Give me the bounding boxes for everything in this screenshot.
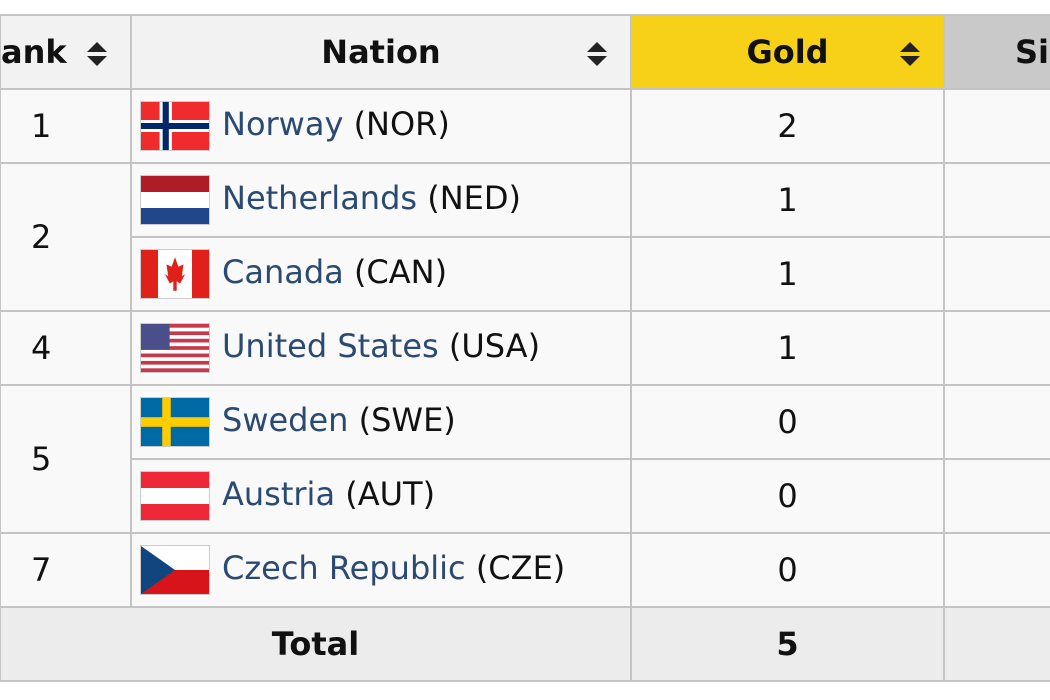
header-text: Si [1015, 33, 1050, 71]
silver [943, 532, 1050, 608]
rank-header[interactable]: ank [0, 14, 132, 90]
rank: 7 [0, 532, 132, 608]
code: (NED) [427, 179, 521, 217]
total-row: Total 5 [0, 606, 1050, 682]
flag [140, 249, 210, 299]
gold: 1 [630, 162, 945, 238]
flag [140, 175, 210, 225]
sort-icon[interactable] [899, 40, 921, 68]
total-label: Total [0, 606, 632, 682]
nation-link[interactable]: Canada [222, 253, 344, 291]
nation-link[interactable]: Sweden [222, 401, 349, 439]
nation: Canada (CAN) [130, 236, 632, 312]
silver [943, 384, 1050, 460]
nation-link[interactable]: Austria [222, 475, 336, 513]
row: Canada (CAN) 1 [0, 236, 1050, 312]
gold: 2 [630, 88, 945, 164]
nation: Netherlands (NED) [130, 162, 632, 238]
nation: Austria (AUT) [130, 458, 632, 534]
header-row: ank Nation Gold Si [0, 14, 1050, 90]
sort-icon[interactable] [586, 40, 608, 68]
code: (CAN) [353, 253, 448, 291]
silver [943, 162, 1050, 238]
rank: 1 [0, 88, 132, 164]
code: (CZE) [475, 549, 566, 587]
gold-header[interactable]: Gold [630, 14, 945, 90]
sort-icon[interactable] [86, 40, 108, 68]
code: (SWE) [358, 401, 456, 439]
gold: 0 [630, 532, 945, 608]
silver [943, 458, 1050, 534]
header-text: Gold [746, 33, 829, 71]
code: (NOR) [353, 105, 450, 143]
row: 5 Sweden (SWE) 0 [0, 384, 1050, 534]
gold: 0 [630, 384, 945, 460]
flag [140, 471, 210, 521]
rank: 2 [0, 162, 132, 312]
row: 4 United States (USA) 1 [0, 310, 1050, 386]
gold: 1 [630, 310, 945, 386]
total-gold: 5 [630, 606, 945, 682]
medal-table: ank Nation Gold Si 1 Norway (NOR) 2 2 Ne… [0, 14, 1050, 682]
nation: Sweden (SWE) [130, 384, 632, 460]
nation-link[interactable]: Norway [222, 105, 344, 143]
silver [943, 236, 1050, 312]
row: 1 Norway (NOR) 2 [0, 88, 1050, 164]
flag [140, 545, 210, 595]
code: (USA) [448, 327, 541, 365]
silver-header[interactable]: Si [943, 14, 1050, 90]
row: 2 Netherlands (NED) 1 [0, 162, 1050, 312]
silver [943, 310, 1050, 386]
header-text: Nation [321, 33, 441, 71]
code: (AUT) [345, 475, 436, 513]
row: 7 Czech Republic (CZE) 0 [0, 532, 1050, 608]
nation: Norway (NOR) [130, 88, 632, 164]
row: Austria (AUT) 0 [0, 458, 1050, 534]
nation-link[interactable]: Netherlands [222, 179, 418, 217]
total-silver [943, 606, 1050, 682]
silver [943, 88, 1050, 164]
nation: United States (USA) [130, 310, 632, 386]
flag [140, 323, 210, 373]
rank: 5 [0, 384, 132, 534]
header-text: ank [1, 33, 67, 71]
nation: Czech Republic (CZE) [130, 532, 632, 608]
nation-header[interactable]: Nation [130, 14, 632, 90]
gold: 1 [630, 236, 945, 312]
nation-link[interactable]: United States [222, 327, 439, 365]
nation-link[interactable]: Czech Republic [222, 549, 466, 587]
flag [140, 397, 210, 447]
gold: 0 [630, 458, 945, 534]
rank: 4 [0, 310, 132, 386]
flag [140, 101, 210, 151]
